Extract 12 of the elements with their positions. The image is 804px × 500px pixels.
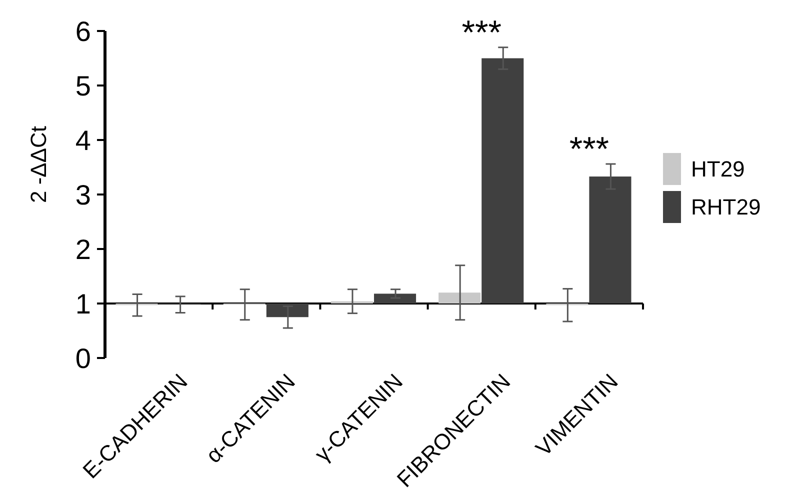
y-tick-label: 4 — [75, 124, 91, 156]
annotation: *** — [462, 14, 502, 52]
annotation: *** — [569, 130, 610, 169]
legend-label: RHT29 — [691, 194, 761, 220]
y-tick-label: 2 — [75, 234, 91, 265]
legend-label: HT29 — [691, 156, 745, 182]
y-tick-label: 5 — [75, 70, 91, 102]
y-tick-label: 3 — [75, 179, 91, 210]
y-tick-label: 0 — [75, 342, 91, 374]
y-tick-label: 1 — [75, 288, 91, 320]
y-tick-label: 6 — [75, 16, 91, 47]
y-axis-title: 2 -ΔΔCt — [26, 126, 51, 204]
